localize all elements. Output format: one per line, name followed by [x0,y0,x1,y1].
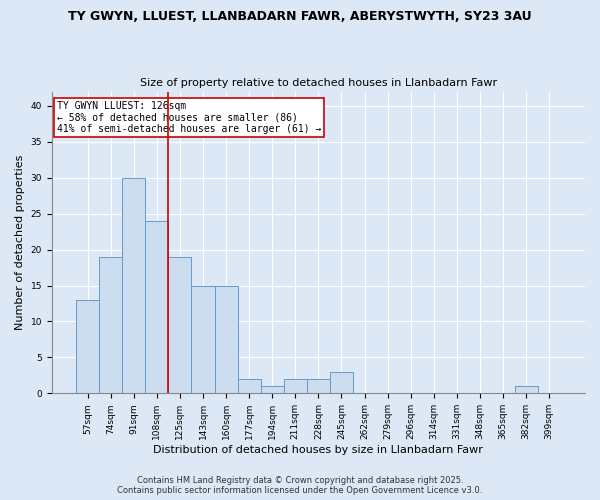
Text: TY GWYN LLUEST: 126sqm
← 58% of detached houses are smaller (86)
41% of semi-det: TY GWYN LLUEST: 126sqm ← 58% of detached… [57,100,322,134]
Bar [215,286,238,394]
Bar [76,300,99,394]
Bar [515,386,538,394]
Text: TY GWYN, LLUEST, LLANBADARN FAWR, ABERYSTWYTH, SY23 3AU: TY GWYN, LLUEST, LLANBADARN FAWR, ABERYS… [68,10,532,23]
Bar [307,379,330,394]
Bar [191,286,215,394]
Bar [330,372,353,394]
Bar [260,386,284,394]
Title: Size of property relative to detached houses in Llanbadarn Fawr: Size of property relative to detached ho… [140,78,497,88]
Bar [238,379,260,394]
Bar [169,257,191,394]
Bar [122,178,145,394]
Bar [145,221,169,394]
Bar [99,257,122,394]
Bar [284,379,307,394]
Text: Contains HM Land Registry data © Crown copyright and database right 2025.
Contai: Contains HM Land Registry data © Crown c… [118,476,482,495]
Y-axis label: Number of detached properties: Number of detached properties [15,155,25,330]
X-axis label: Distribution of detached houses by size in Llanbadarn Fawr: Distribution of detached houses by size … [154,445,484,455]
